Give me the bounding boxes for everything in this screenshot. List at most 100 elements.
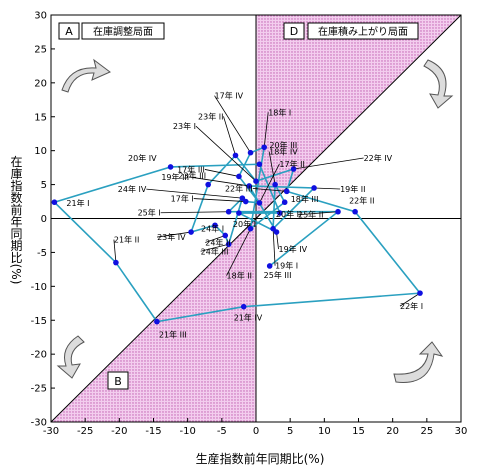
phase-label-a: 在庫調整局面 bbox=[93, 25, 153, 38]
y-axis-title: 在庫指数前年同期比(%) bbox=[9, 155, 23, 284]
y-tick-label: -25 bbox=[31, 384, 47, 395]
x-tick-label: -30 bbox=[43, 426, 59, 437]
data-label: 22年 II bbox=[349, 196, 374, 206]
data-point bbox=[261, 144, 268, 151]
label-leader bbox=[193, 198, 246, 202]
phase-letter-d: D bbox=[290, 25, 298, 38]
phase-letter-b: B bbox=[114, 375, 122, 388]
x-tick-label: -25 bbox=[77, 426, 93, 437]
rotation-arrow-icon bbox=[393, 341, 444, 383]
rotation-arrow-icon bbox=[56, 335, 85, 379]
x-tick-label: 25 bbox=[420, 426, 433, 437]
data-label: 21年 IV bbox=[234, 313, 263, 323]
data-point bbox=[270, 225, 276, 232]
data-label: 23年 II bbox=[198, 111, 223, 121]
x-tick-label: -10 bbox=[179, 426, 195, 437]
data-label: 20年 I bbox=[233, 219, 256, 229]
x-tick-label: 20 bbox=[386, 426, 399, 437]
data-point bbox=[266, 263, 273, 269]
data-point bbox=[247, 149, 254, 156]
data-point bbox=[225, 241, 232, 248]
data-label: 18年 IV bbox=[269, 147, 298, 157]
label-leader bbox=[293, 157, 364, 170]
label-leader bbox=[252, 187, 287, 192]
data-point bbox=[232, 152, 239, 159]
y-tick-label: -15 bbox=[31, 316, 47, 327]
label-leader bbox=[214, 95, 251, 153]
data-point bbox=[113, 259, 119, 266]
label-leader bbox=[314, 187, 341, 190]
data-label: 22年 III bbox=[225, 183, 253, 193]
data-point bbox=[256, 200, 263, 206]
phase-box-b: B bbox=[107, 371, 129, 390]
y-tick-label: 10 bbox=[34, 146, 47, 157]
axis-ticks: -30 -25 -20 -15 -10 -5 0 5 10 15 20 25 30 -30 -25 -20 -1… bbox=[31, 11, 468, 438]
data-point bbox=[335, 208, 341, 215]
x-axis-title: 生産指数前年同期比(%) bbox=[196, 451, 325, 466]
label-leader bbox=[146, 188, 243, 199]
data-point bbox=[222, 232, 229, 239]
rotation-arrow-icon bbox=[61, 58, 111, 93]
x-tick-label: 15 bbox=[352, 426, 365, 437]
label-leaders bbox=[113, 95, 421, 307]
data-point bbox=[154, 318, 160, 325]
data-label: 19年 II bbox=[340, 184, 365, 194]
data-point bbox=[253, 178, 259, 184]
data-point bbox=[273, 229, 280, 235]
data-label: 25年 III bbox=[264, 270, 292, 280]
data-point bbox=[225, 208, 232, 215]
data-label: 17年 III bbox=[177, 164, 205, 174]
data-points bbox=[51, 144, 423, 325]
data-label: 20年 III bbox=[269, 140, 297, 150]
data-point bbox=[51, 199, 58, 206]
label-leader bbox=[205, 235, 226, 243]
x-tick-label: 5 bbox=[287, 426, 293, 437]
y-tick-label: -10 bbox=[31, 282, 47, 293]
y-tick-label: 15 bbox=[34, 112, 47, 123]
data-label: 23年 IV bbox=[157, 232, 186, 242]
y-tick-label: -20 bbox=[31, 350, 47, 361]
data-label: 24年 I bbox=[201, 223, 224, 233]
diagonal-line bbox=[50, 14, 462, 423]
label-leader bbox=[263, 112, 269, 148]
x-tick-label: -20 bbox=[111, 426, 127, 437]
label-leader bbox=[160, 211, 229, 214]
data-label: 23年 I bbox=[173, 121, 196, 131]
data-label: 21年 III bbox=[159, 330, 187, 340]
label-leader bbox=[157, 231, 192, 238]
data-label: 20年 II bbox=[276, 209, 301, 219]
data-label: 18年 III bbox=[291, 194, 319, 204]
label-leader bbox=[189, 176, 250, 187]
data-label: 25年 II bbox=[298, 210, 323, 220]
data-label: 17年 IV bbox=[215, 91, 244, 101]
x-tick-label: 30 bbox=[455, 426, 468, 437]
data-point bbox=[290, 166, 297, 172]
data-point bbox=[242, 198, 249, 205]
data-point bbox=[247, 225, 254, 232]
data-label: 21年 II bbox=[114, 235, 139, 245]
y-tick-label: 25 bbox=[34, 44, 47, 55]
data-label: 20年 IV bbox=[128, 153, 157, 163]
label-leader bbox=[276, 232, 279, 250]
data-point bbox=[236, 210, 242, 216]
data-point bbox=[283, 188, 290, 195]
y-tick-label: 20 bbox=[34, 78, 47, 89]
label-leader bbox=[113, 239, 117, 263]
data-point bbox=[352, 208, 358, 215]
label-leader bbox=[268, 151, 276, 185]
data-label: 23年 III bbox=[178, 171, 206, 181]
data-point bbox=[205, 181, 211, 188]
data-point bbox=[281, 199, 288, 206]
data-label: 24年 II bbox=[205, 237, 230, 247]
data-point bbox=[311, 185, 317, 191]
label-leader bbox=[272, 228, 276, 266]
phase-label-d: 在庫積み上がり局面 bbox=[318, 25, 408, 38]
phase-letter-a: A bbox=[65, 25, 73, 38]
data-point bbox=[236, 173, 242, 180]
data-label: 17年 II bbox=[279, 159, 304, 169]
phase-box-a: A 在庫調整局面 bbox=[58, 22, 165, 40]
label-leader bbox=[204, 169, 239, 177]
y-tick-label: -5 bbox=[37, 248, 47, 259]
data-label: 19年 III bbox=[161, 172, 189, 182]
